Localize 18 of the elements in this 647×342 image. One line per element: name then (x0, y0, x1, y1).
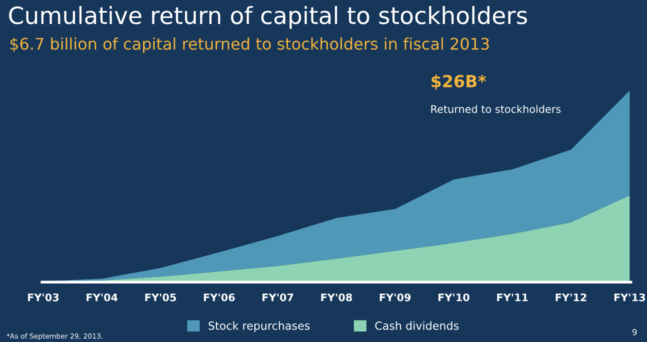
chart-subtitle: $6.7 billion of capital returned to stockholders in fiscal 2013 (10, 37, 489, 53)
chart-title: Cumulative return of capital to stockholders (9, 6, 527, 29)
legend-label: Stock repurchases (208, 321, 310, 332)
x-tick-label: FY'09 (380, 293, 411, 302)
legend-label: Cash dividends (375, 321, 459, 330)
text: 9 (632, 328, 637, 336)
x-tick-label: FY'11 (497, 294, 528, 302)
x-tick-label: FY'07 (262, 293, 294, 302)
x-tick-label: FY'08 (321, 293, 352, 302)
annotation: Returned to stockholders (431, 104, 561, 114)
x-tick-label: FY'04 (86, 293, 118, 302)
x-tick-label: FY'12 (556, 293, 586, 302)
x-tick-label: FY'06 (204, 293, 235, 302)
text: $26B* (432, 74, 486, 90)
x-tick-label: FY'03 (28, 293, 59, 302)
x-tick-label: FY'13 (614, 293, 645, 302)
x-tick-label: FY'05 (145, 293, 176, 302)
x-tick-label: FY'10 (438, 293, 470, 302)
